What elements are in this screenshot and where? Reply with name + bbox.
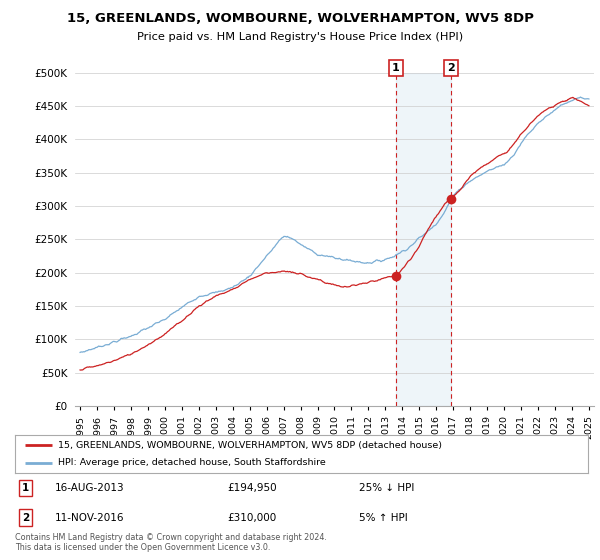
Text: 15, GREENLANDS, WOMBOURNE, WOLVERHAMPTON, WV5 8DP (detached house): 15, GREENLANDS, WOMBOURNE, WOLVERHAMPTON… <box>58 441 442 450</box>
Text: 5% ↑ HPI: 5% ↑ HPI <box>359 512 407 522</box>
Text: 16-AUG-2013: 16-AUG-2013 <box>55 483 125 493</box>
Text: 1: 1 <box>22 483 29 493</box>
Text: 2: 2 <box>447 63 455 73</box>
Text: £194,950: £194,950 <box>227 483 277 493</box>
Text: 25% ↓ HPI: 25% ↓ HPI <box>359 483 414 493</box>
Text: Contains HM Land Registry data © Crown copyright and database right 2024.: Contains HM Land Registry data © Crown c… <box>15 533 327 542</box>
Text: 2: 2 <box>22 512 29 522</box>
Text: 11-NOV-2016: 11-NOV-2016 <box>55 512 125 522</box>
Text: 1: 1 <box>392 63 400 73</box>
Text: Price paid vs. HM Land Registry's House Price Index (HPI): Price paid vs. HM Land Registry's House … <box>137 32 463 43</box>
Text: £310,000: £310,000 <box>227 512 276 522</box>
Bar <box>396 73 451 406</box>
Text: This data is licensed under the Open Government Licence v3.0.: This data is licensed under the Open Gov… <box>15 543 271 552</box>
Text: 15, GREENLANDS, WOMBOURNE, WOLVERHAMPTON, WV5 8DP: 15, GREENLANDS, WOMBOURNE, WOLVERHAMPTON… <box>67 12 533 25</box>
Text: HPI: Average price, detached house, South Staffordshire: HPI: Average price, detached house, Sout… <box>58 459 326 468</box>
